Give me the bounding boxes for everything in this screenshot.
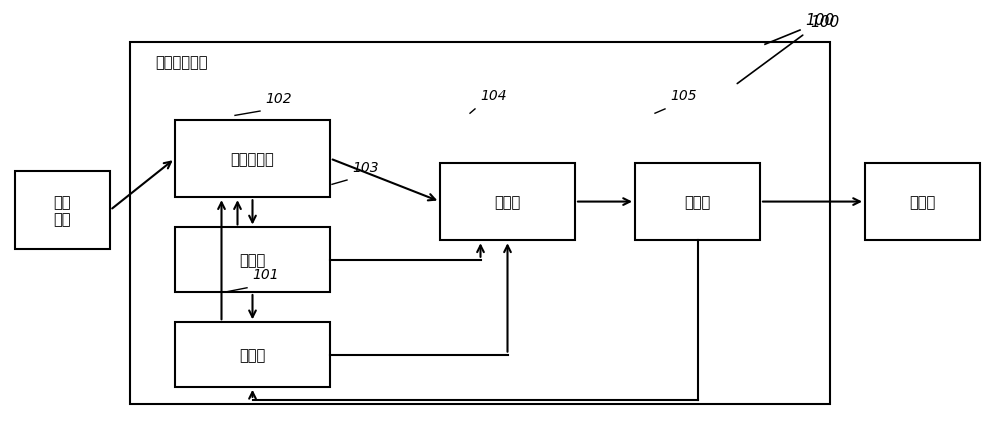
FancyBboxPatch shape [440, 163, 575, 241]
Text: 100: 100 [810, 15, 839, 30]
Text: 100: 100 [805, 13, 834, 28]
FancyBboxPatch shape [130, 43, 830, 404]
Text: 图像解析部: 图像解析部 [231, 152, 274, 166]
Text: 105: 105 [670, 89, 697, 103]
Text: 103: 103 [352, 160, 379, 174]
Text: 指示部: 指示部 [239, 253, 266, 267]
Text: 102: 102 [265, 92, 292, 105]
FancyBboxPatch shape [175, 228, 330, 292]
Text: 判定部: 判定部 [494, 195, 521, 209]
Text: 104: 104 [480, 89, 507, 103]
FancyBboxPatch shape [175, 120, 330, 198]
FancyBboxPatch shape [175, 322, 330, 387]
FancyBboxPatch shape [635, 163, 760, 241]
Text: 摄像
装置: 摄像 装置 [54, 194, 71, 227]
Text: 控制部: 控制部 [684, 195, 711, 209]
FancyBboxPatch shape [15, 172, 110, 249]
Text: 101: 101 [252, 268, 279, 282]
FancyBboxPatch shape [865, 163, 980, 241]
Text: 通信部: 通信部 [239, 347, 266, 362]
Text: 致动器: 致动器 [909, 195, 936, 209]
Text: 车辆辅助装置: 车辆辅助装置 [155, 55, 208, 70]
